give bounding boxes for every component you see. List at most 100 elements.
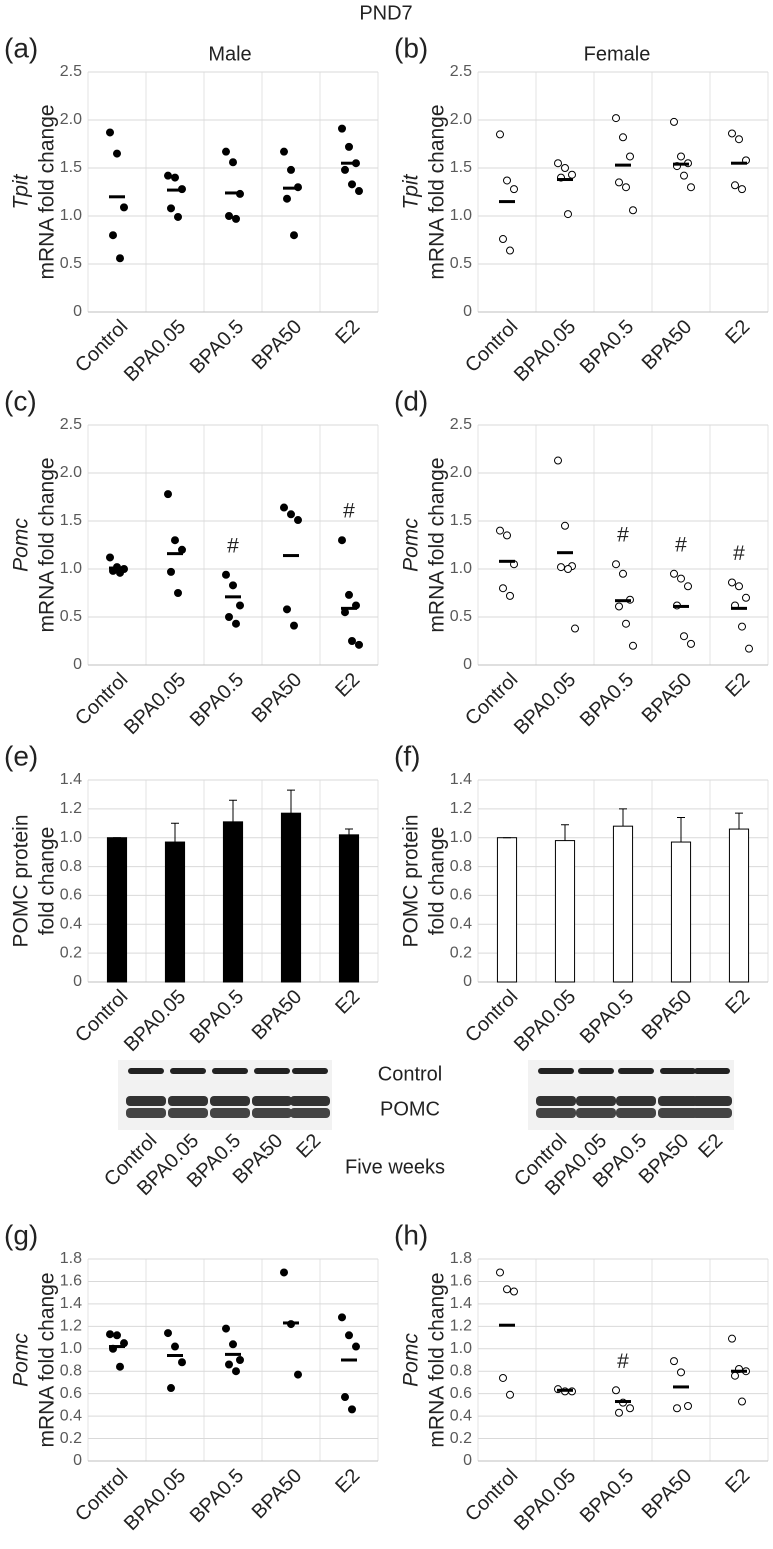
- data-point: [731, 181, 739, 190]
- blot-band: [290, 1108, 330, 1118]
- blot-band: [168, 1108, 208, 1118]
- y-tick-label: 1.4: [450, 771, 472, 788]
- blot-band: [210, 1096, 250, 1106]
- y-tick-label: 0.8: [60, 858, 82, 875]
- y-tick-label: 1.8: [60, 1250, 82, 1267]
- y-axis-label: fold change: [36, 827, 59, 936]
- data-point: [106, 128, 114, 137]
- data-point: [287, 165, 295, 174]
- data-point: [615, 178, 623, 187]
- data-point: [619, 569, 627, 578]
- blot-band: [252, 1096, 292, 1106]
- x-tick-label: BPA0.5: [186, 669, 248, 731]
- data-point: [670, 117, 678, 126]
- panel-label: (d): [394, 385, 428, 416]
- y-axis-label: POMC protein: [400, 814, 423, 947]
- data-point: [499, 235, 507, 244]
- data-point: [677, 574, 685, 583]
- x-tick-label: BPA50: [248, 316, 307, 375]
- y-axis-label: mRNA fold change: [426, 104, 449, 279]
- data-point: [496, 130, 504, 139]
- data-point: [684, 582, 692, 591]
- panel-label: (a): [4, 32, 38, 63]
- y-tick-label: 2.0: [60, 111, 82, 128]
- annotation: #: [675, 533, 687, 556]
- x-tick-label: BPA0.5: [576, 669, 638, 731]
- x-tick-label: E2: [331, 986, 364, 1019]
- y-tick-label: 1.4: [450, 1295, 472, 1312]
- data-point: [673, 1404, 681, 1413]
- data-point: [106, 553, 114, 562]
- y-tick-label: 2.5: [60, 416, 82, 433]
- data-point: [348, 637, 356, 645]
- data-point: [174, 589, 182, 597]
- column-title: Male: [208, 43, 251, 65]
- y-axis-label: Tpit: [400, 173, 423, 209]
- blot-band: [252, 1108, 292, 1118]
- panel-label: (h): [394, 1219, 428, 1250]
- blot-band: [126, 1096, 166, 1106]
- y-tick-label: 1.5: [60, 512, 82, 529]
- x-tick-label: BPA0.5: [576, 316, 638, 378]
- y-tick-label: 1.0: [450, 207, 472, 224]
- error-bar: [171, 822, 179, 843]
- data-point: [742, 593, 750, 602]
- y-axis-label: mRNA fold change: [426, 1272, 449, 1447]
- data-point: [626, 152, 634, 161]
- y-tick-label: 0: [73, 1452, 82, 1469]
- data-point: [506, 1390, 514, 1399]
- data-point: [728, 1334, 736, 1343]
- y-tick-label: 1.2: [450, 800, 472, 817]
- y-tick-label: 0.4: [450, 916, 472, 933]
- blot-band: [212, 1068, 248, 1074]
- data-point: [280, 1268, 288, 1277]
- data-point: [506, 591, 514, 600]
- y-tick-label: 1.5: [450, 159, 472, 176]
- y-axis-label: POMC protein: [10, 814, 33, 947]
- y-tick-label: 0.4: [450, 1407, 472, 1424]
- blot-band: [578, 1068, 614, 1074]
- y-axis-label: mRNA fold change: [36, 1272, 59, 1447]
- blot-band: [660, 1068, 696, 1074]
- data-point: [171, 173, 179, 182]
- data-point: [225, 613, 233, 621]
- y-tick-label: 0.2: [450, 1430, 472, 1447]
- blot-band: [616, 1096, 656, 1106]
- x-tick-label: BPA50: [638, 669, 697, 728]
- y-axis-label: mRNA fold change: [36, 457, 59, 632]
- column-title: Female: [584, 43, 651, 65]
- data-point: [225, 212, 233, 220]
- bar: [496, 837, 518, 983]
- data-point: [164, 1329, 172, 1338]
- data-point: [290, 621, 298, 630]
- data-point: [113, 1331, 121, 1340]
- data-point: [557, 563, 565, 572]
- data-point: [222, 1324, 230, 1333]
- data-point: [167, 204, 175, 213]
- data-point: [120, 203, 128, 212]
- data-point: [687, 639, 695, 648]
- bar: [106, 837, 128, 983]
- data-point: [338, 124, 346, 133]
- data-point: [745, 644, 753, 653]
- data-point: [236, 601, 244, 610]
- y-tick-label: 1.0: [450, 829, 472, 846]
- x-tick-label: E2: [721, 316, 754, 349]
- data-point: [503, 176, 511, 185]
- data-point: [280, 503, 288, 512]
- data-point: [615, 602, 623, 611]
- data-point: [171, 1342, 179, 1351]
- data-point: [506, 246, 514, 255]
- data-point: [571, 624, 579, 633]
- y-tick-label: 0: [463, 656, 472, 673]
- error-bar: [561, 824, 569, 841]
- y-tick-label: 1.4: [60, 771, 82, 788]
- error-bar: [287, 789, 295, 814]
- blot-band: [126, 1108, 166, 1118]
- data-point: [348, 1405, 356, 1414]
- y-tick-label: 0: [463, 1452, 472, 1469]
- data-point: [167, 1384, 175, 1393]
- data-point: [677, 152, 685, 161]
- y-tick-label: 1.8: [450, 1250, 472, 1267]
